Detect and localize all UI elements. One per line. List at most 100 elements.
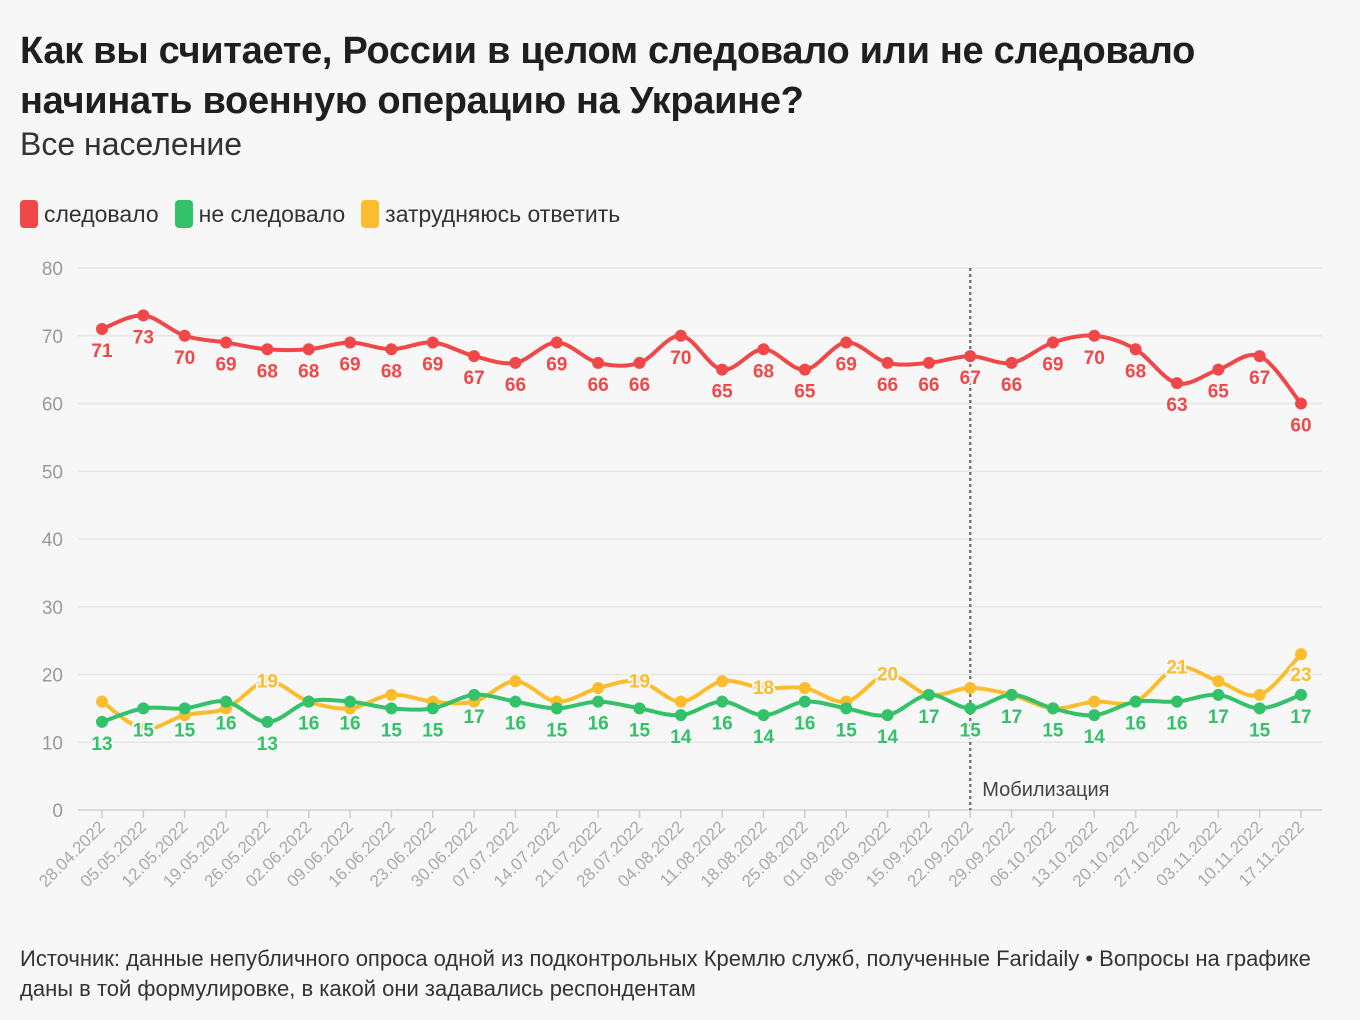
chart-title: Как вы считаете, России в целом следовал… (20, 30, 1196, 122)
series-undecided-point (1295, 648, 1307, 661)
legend-item-supported: следовало (20, 200, 159, 228)
series-opposed-point (1212, 688, 1225, 701)
series-opposed-point (798, 695, 811, 708)
series-supported-data-label: 67 (1249, 368, 1270, 389)
series-opposed-data-label: 13 (91, 734, 112, 755)
series-opposed-data-label: 16 (215, 714, 236, 735)
series-supported-point (550, 336, 563, 349)
series-supported-data-label: 63 (1166, 395, 1187, 416)
series-supported-point (1129, 343, 1142, 356)
series-opposed-point (1170, 695, 1183, 708)
series-opposed-data-label: 16 (1166, 714, 1187, 735)
source-note: Источник: данные непубличного опроса одн… (20, 946, 1311, 1001)
series-undecided-data-label: 21 (1166, 658, 1188, 679)
series-supported-point (137, 309, 150, 322)
series-supported-point (1295, 397, 1307, 410)
series-undecided-data-label: 19 (629, 671, 650, 692)
series-opposed-point (1129, 695, 1142, 708)
series-opposed-point (1046, 702, 1059, 715)
series-opposed-point (1253, 702, 1266, 715)
series-opposed-data-label: 15 (629, 720, 651, 741)
series-supported-data-label: 66 (629, 375, 650, 396)
series-supported-data-label: 69 (1042, 355, 1063, 376)
series-opposed-data-label: 16 (712, 714, 733, 735)
chart-subtitle: Все население (20, 126, 243, 162)
series-undecided-point (385, 688, 398, 701)
series-opposed-point (592, 695, 605, 708)
series-supported-point (96, 322, 108, 335)
series-supported-data-label: 68 (753, 361, 774, 382)
y-tick-label: 60 (42, 395, 63, 416)
series-undecided-point (757, 682, 770, 695)
series-supported-point (798, 363, 811, 376)
series-opposed-point (1005, 688, 1018, 701)
series-undecided-point (1088, 695, 1101, 708)
series-supported-data-label: 65 (794, 382, 816, 403)
series-supported-point (674, 329, 687, 342)
series-undecided-point (137, 722, 150, 735)
series-undecided-point (96, 695, 108, 708)
series-supported-data-label: 68 (298, 361, 319, 382)
series-supported-data-label: 65 (712, 382, 734, 403)
series-undecided-point (716, 675, 729, 688)
y-tick-label: 70 (42, 327, 63, 348)
series-opposed-data-label: 15 (1249, 720, 1271, 741)
series-undecided-point (1253, 688, 1266, 701)
y-tick-label: 80 (42, 259, 63, 280)
series-opposed-point (509, 695, 522, 708)
series-supported-data-label: 68 (381, 361, 402, 382)
series-opposed-point (674, 709, 687, 722)
series-supported-data-label: 67 (464, 368, 485, 389)
series-supported-point (344, 336, 357, 349)
series-supported-point (468, 350, 481, 363)
series-opposed-data-label: 14 (1084, 727, 1106, 748)
series-opposed-point (550, 702, 563, 715)
series-supported-point (178, 329, 191, 342)
series-opposed-point (633, 702, 646, 715)
series-supported-data-label: 73 (133, 327, 154, 348)
series-opposed-data-label: 15 (422, 720, 444, 741)
series-supported-data-label: 66 (877, 375, 898, 396)
series-opposed-point (468, 688, 481, 701)
series-opposed-point (1088, 709, 1101, 722)
series-opposed-data-label: 13 (257, 734, 278, 755)
series-supported-point (592, 356, 605, 369)
chart-legend: следовало не следовало затрудняюсь ответ… (20, 200, 620, 228)
series-opposed-point (964, 702, 977, 715)
series-opposed-point (716, 695, 729, 708)
series-opposed-point (302, 695, 315, 708)
series-undecided-data-label: 23 (1290, 665, 1311, 686)
series-supported-point (220, 336, 233, 349)
series-opposed-line (101, 692, 1302, 724)
legend-label: затрудняюсь ответить (385, 200, 621, 227)
series-supported-data-label: 69 (339, 355, 360, 376)
series-undecided-point (674, 695, 687, 708)
series-opposed-point (757, 709, 770, 722)
series-supported-data-label: 68 (257, 361, 278, 382)
y-tick-label: 40 (42, 530, 63, 551)
series-undecided-point (1170, 661, 1183, 674)
series-supported-point (1088, 329, 1101, 342)
series-opposed-point (344, 695, 357, 708)
series-opposed-point (881, 709, 894, 722)
series-supported-data-label: 70 (670, 348, 691, 369)
legend-item-undecided: затрудняюсь ответить (361, 200, 620, 228)
series-opposed-data-label: 16 (298, 714, 319, 735)
y-tick-label: 10 (42, 733, 63, 754)
series-opposed-data-label: 15 (1042, 720, 1064, 741)
series-supported-point (1005, 356, 1018, 369)
series-opposed-data-label: 16 (505, 714, 526, 735)
series-opposed-point (137, 702, 150, 715)
legend-swatch-yellow (361, 200, 380, 228)
legend-item-opposed: не следовало (174, 200, 345, 228)
series-opposed-data-label: 16 (588, 714, 609, 735)
y-tick-label: 50 (42, 462, 63, 483)
series-supported-point (426, 336, 439, 349)
series-opposed-data-label: 17 (464, 707, 485, 728)
series-supported-data-label: 65 (1208, 382, 1230, 403)
series-opposed-data-label: 14 (877, 727, 899, 748)
series-undecided-point (881, 668, 894, 681)
series-supported-data-label: 70 (174, 348, 195, 369)
line-chart: 0102030405060708028.04.202205.05.202212.… (35, 259, 1322, 891)
mobilization-label: Мобилизация (982, 779, 1109, 801)
